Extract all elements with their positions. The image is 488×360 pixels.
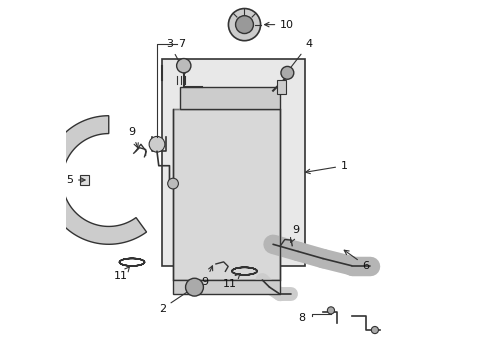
Circle shape (235, 16, 253, 33)
Text: 3: 3 (165, 39, 185, 73)
Bar (276, 80, 285, 94)
Text: 6: 6 (344, 250, 369, 271)
Bar (80, 175, 89, 185)
Circle shape (149, 136, 164, 152)
Bar (173, 109, 280, 280)
Text: 11: 11 (114, 266, 129, 282)
Circle shape (326, 307, 334, 314)
Text: 8: 8 (298, 312, 305, 323)
Circle shape (370, 327, 378, 334)
Circle shape (281, 66, 293, 79)
Text: 10: 10 (264, 19, 294, 30)
Bar (180, 87, 280, 109)
Text: 4: 4 (285, 39, 312, 73)
Text: 2: 2 (159, 289, 191, 314)
Text: 11: 11 (223, 274, 240, 289)
Polygon shape (44, 116, 146, 244)
Text: 9: 9 (290, 225, 299, 242)
Circle shape (228, 9, 260, 41)
Text: 7: 7 (178, 39, 185, 49)
Circle shape (167, 178, 178, 189)
Text: 9: 9 (128, 127, 138, 148)
Circle shape (176, 59, 190, 73)
Text: 5: 5 (66, 175, 85, 185)
FancyBboxPatch shape (162, 59, 305, 266)
Circle shape (185, 278, 203, 296)
Text: 1: 1 (305, 161, 347, 174)
Text: 9: 9 (201, 266, 212, 287)
Bar (173, 280, 280, 294)
